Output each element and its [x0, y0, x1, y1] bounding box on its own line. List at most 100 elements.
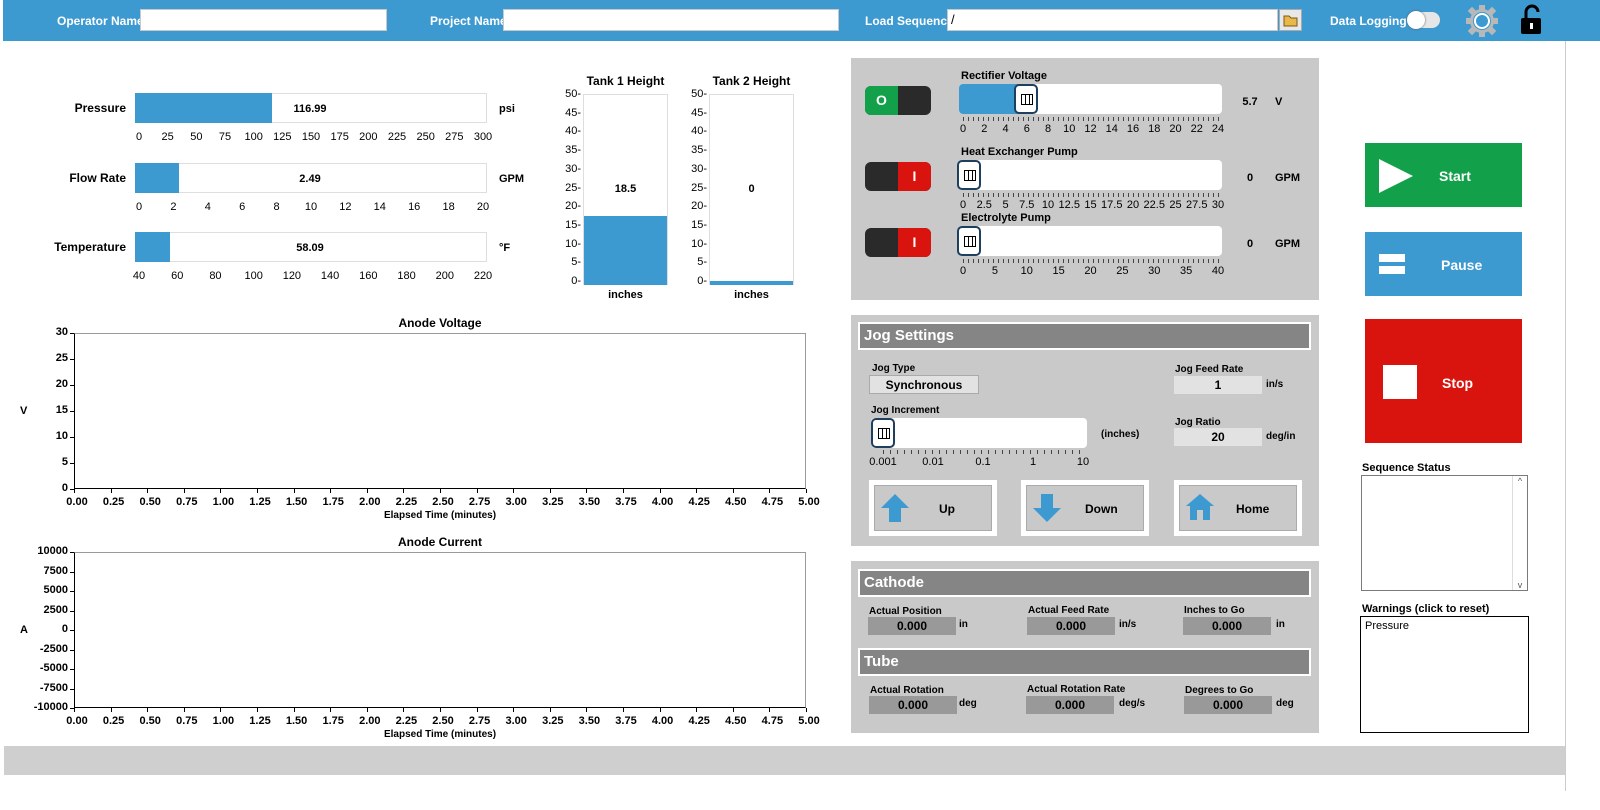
gauge-label-2: Temperature: [54, 240, 126, 254]
chart-xtick-mark-1-3: [183, 708, 185, 712]
tank-track-1: [709, 94, 794, 285]
slider-thumb-0[interactable]: [1014, 84, 1038, 114]
chart-xtick-0-6: 1.50: [285, 496, 308, 508]
tank-tick-1-1: 45-: [691, 106, 707, 119]
chart-xtick-mark-1-5: [257, 708, 258, 712]
chart-ytick-0-3: 15: [55, 404, 68, 416]
tank-tick-0-0: 50-: [565, 88, 581, 100]
power-switch-1[interactable]: I: [865, 162, 931, 191]
chart-xlabel-0: Elapsed Time (minutes): [383, 510, 497, 521]
chart-xtick-1-1: 0.25: [102, 715, 125, 727]
chart-ytick-0-2: 20: [55, 378, 68, 390]
chart-xtick-0-7: 1.75: [322, 496, 344, 508]
gauge-tick-1-5: 10: [304, 201, 318, 213]
load-sequence-input[interactable]: /: [947, 9, 1278, 31]
stop-button[interactable]: Stop: [1365, 319, 1522, 443]
scroll-down-icon[interactable]: v: [1517, 580, 1523, 590]
gauge-tick-2-2: 80: [209, 270, 222, 282]
chart-ytick-mark-1-1: [70, 571, 74, 573]
gauge-tick-1-1: 2: [170, 201, 177, 213]
chart-xtick-1-4: 1.00: [212, 715, 235, 727]
browse-folder-button[interactable]: [1279, 9, 1302, 31]
sequence-status-box[interactable]: ^ v: [1361, 475, 1528, 591]
jog-increment-minor-ticks: [883, 450, 1083, 454]
jog-feed-rate-input[interactable]: 1: [1174, 376, 1262, 394]
slider-thumb-grip-0: [1021, 94, 1033, 105]
operator-name-input[interactable]: [140, 9, 387, 31]
chart-ytick-mark-1-8: [70, 708, 74, 709]
jog-up-button[interactable]: Up: [869, 480, 997, 536]
pause-button[interactable]: Pause: [1365, 232, 1522, 296]
start-button[interactable]: Start: [1365, 143, 1522, 207]
gauge-tick-2-0: 40: [132, 270, 146, 282]
chart-xtick-1-12: 3.00: [505, 715, 527, 727]
start-label: Start: [1439, 168, 1471, 184]
jog-home-label: Home: [1236, 502, 1270, 516]
slider-thumb-1[interactable]: [957, 160, 981, 190]
tank-tick-0-6: 20-: [565, 200, 581, 213]
chart-ytick-mark-1-3: [70, 610, 74, 612]
warnings-box[interactable]: Pressure: [1360, 616, 1529, 733]
chart-xtick-mark-1-4: [220, 708, 222, 712]
slider-tick-0-4: 8: [1044, 123, 1052, 135]
tank-tick-0-5: 25-: [565, 181, 581, 194]
power-switch-text-1: I: [912, 168, 917, 184]
slider-tick-0-2: 4: [1002, 123, 1009, 135]
cathode-inches-to-go-value: 0.000: [1183, 617, 1271, 635]
tube-rotation-rate-unit: deg/s: [1119, 698, 1146, 709]
chart-xtick-0-11: 2.75: [468, 496, 491, 508]
jog-down-button[interactable]: Down: [1021, 480, 1149, 536]
chart-xtick-mark-0-7: [330, 489, 332, 493]
gauge-tick-0-10: 250: [416, 131, 435, 143]
gauge-tick-0-0: 0: [135, 131, 143, 143]
sequence-status-scrollbar[interactable]: ^ v: [1512, 476, 1527, 590]
settings-button[interactable]: [1465, 4, 1499, 43]
jog-ratio-input[interactable]: 20: [1174, 428, 1262, 446]
chart-xtick-0-0: 0.00: [66, 496, 88, 508]
chart-ytick-1-3: 2500: [43, 603, 68, 616]
cathode-inches-to-go-label: Inches to Go: [1184, 605, 1245, 616]
slider-tick-1-2: 5: [1002, 199, 1009, 211]
chart-xtick-mark-0-0: [74, 489, 75, 493]
chart-xtick-mark-1-0: [74, 708, 75, 712]
chart-ytick-mark-0-5: [70, 463, 74, 464]
chart-ytick-mark-1-4: [70, 630, 74, 631]
chart-xtick-0-13: 3.25: [542, 496, 564, 508]
chart-ytick-mark-0-3: [70, 411, 74, 412]
chart-xtick-1-17: 4.25: [688, 715, 710, 727]
power-switch-indicator-2: I: [898, 228, 931, 257]
gauge-tick-1-10: 20: [476, 201, 490, 213]
folder-icon: [1283, 15, 1298, 27]
project-name-input[interactable]: [503, 9, 839, 31]
jog-increment-thumb[interactable]: [871, 418, 895, 448]
tank-title-0: Tank 1 Height: [586, 74, 665, 88]
slider-track-1[interactable]: [959, 160, 1222, 190]
gauge-label-1: Flow Rate: [69, 171, 126, 185]
power-switch-0[interactable]: O: [865, 86, 931, 115]
slider-thumb-2[interactable]: [957, 226, 981, 256]
slider-tick-2-1: 5: [991, 265, 998, 277]
chart-xtick-mark-0-14: [586, 489, 588, 493]
chart-xtick-mark-0-17: [696, 489, 698, 493]
cathode-feed-rate-value: 0.000: [1027, 617, 1115, 635]
chart-ylabel-1: A: [20, 624, 28, 636]
jog-home-button[interactable]: Home: [1174, 480, 1302, 536]
scroll-up-icon[interactable]: ^: [1517, 476, 1523, 486]
jog-increment-slider[interactable]: [871, 418, 1087, 448]
slider-tick-1-9: 22.5: [1143, 199, 1165, 211]
power-switch-2[interactable]: I: [865, 228, 931, 257]
slider-value-0: 5.7: [1242, 96, 1258, 108]
chart-xtick-mark-1-16: [659, 708, 661, 712]
slider-track-2[interactable]: [959, 226, 1222, 256]
jog-type-select[interactable]: Synchronous: [869, 375, 979, 394]
data-logging-toggle[interactable]: [1407, 11, 1440, 29]
gauge-track-1: [135, 163, 487, 193]
chart-title-1: Anode Current: [398, 535, 482, 549]
tube-degrees-to-go-label: Degrees to Go: [1185, 685, 1254, 696]
lock-button[interactable]: [1518, 4, 1546, 41]
chart-xtick-mark-1-13: [549, 708, 551, 712]
chart-xtick-0-9: 2.25: [395, 496, 418, 508]
chart-xtick-0-20: 5.00: [798, 496, 820, 508]
chart-ytick-0-1: 25: [55, 352, 68, 364]
chart-ytick-mark-1-7: [70, 688, 74, 690]
